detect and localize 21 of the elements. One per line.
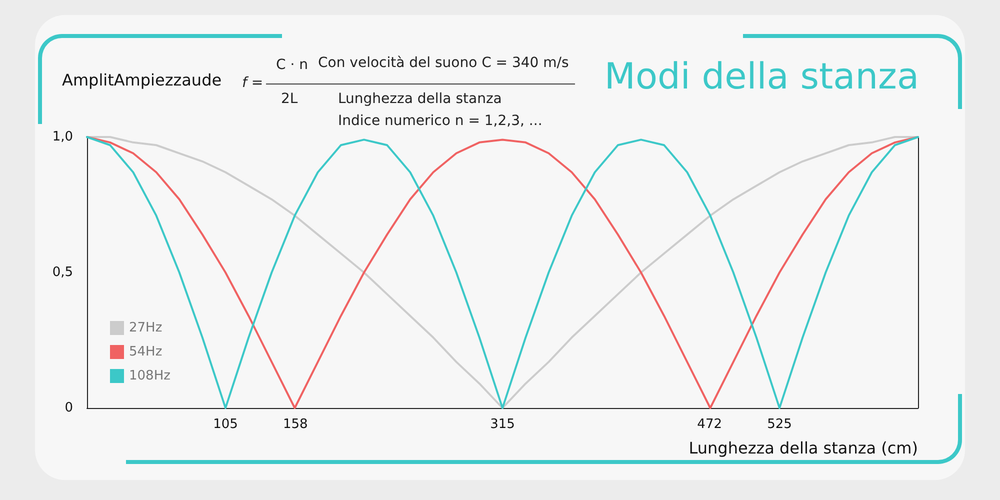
line-series <box>86 136 919 409</box>
legend-label: 108Hz <box>129 368 171 384</box>
text: f = <box>242 75 264 91</box>
y-tick-label: 0 <box>64 400 73 416</box>
legend-label: 54Hz <box>129 344 162 360</box>
x-tick-label: 472 <box>697 417 722 432</box>
x-tick-label: 105 <box>213 417 238 432</box>
y-tick-label: 0,5 <box>52 265 73 280</box>
text: C · n <box>276 57 308 73</box>
text: Lunghezza della stanza <box>338 91 502 107</box>
x-tick-label: 158 <box>282 417 308 432</box>
text: Indice numerico n = 1,2,3, ... <box>338 113 542 129</box>
chart-title: Modi della stanza <box>604 56 920 98</box>
x-axis-title: Lunghezza della stanza (cm) <box>688 438 918 458</box>
legend-label: 27Hz <box>129 320 162 336</box>
y-axis-title: AmplitAmpiezzaude <box>62 70 222 90</box>
text: 2L <box>281 91 298 107</box>
y-tick-label: 1,0 <box>52 130 73 144</box>
x-tick-label: 525 <box>767 417 792 432</box>
text: Con velocità del suono C = 340 m/s <box>318 55 569 71</box>
x-tick-label: 315 <box>490 417 515 432</box>
